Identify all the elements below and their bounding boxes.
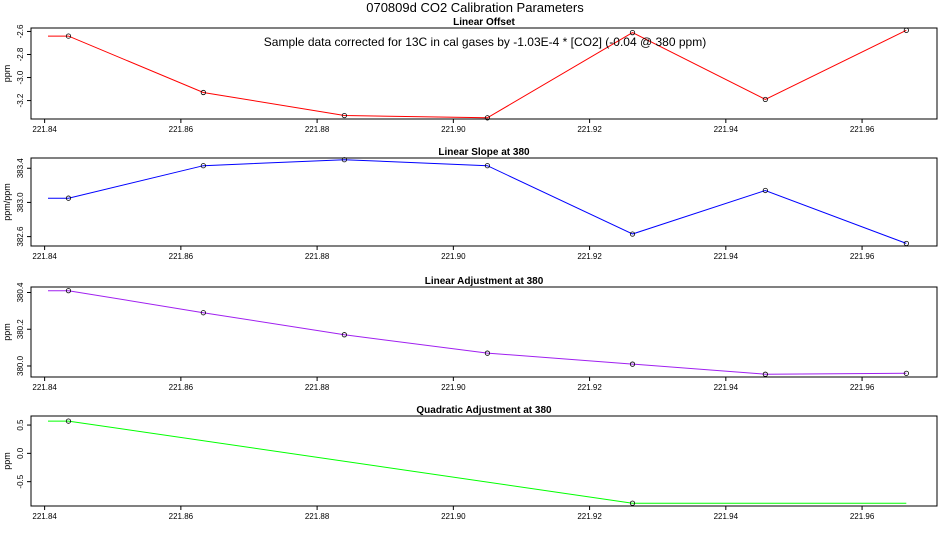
- linear-slope-x-tick-label: 221.92: [577, 252, 602, 261]
- linear-slope-data-point: [200, 163, 206, 169]
- linear-adjustment-x-tick-label: 221.96: [850, 383, 875, 392]
- linear-adjustment-y-tick-label: 380.0: [16, 355, 25, 376]
- linear-offset-data-point: [200, 89, 206, 96]
- linear-adjustment-data-point: [200, 310, 206, 316]
- linear-slope-x-tick-label: 221.90: [441, 252, 466, 261]
- quadratic-adjustment-title: Quadratic Adjustment at 380: [416, 405, 552, 416]
- quadratic-adjustment-x-tick-label: 221.84: [32, 512, 57, 521]
- linear-slope-x-tick-label: 221.84: [32, 252, 57, 261]
- quadratic-adjustment-y-axis-label: ppm: [2, 452, 12, 470]
- linear-offset-x-tick-label: 221.84: [32, 125, 57, 134]
- quadratic-adjustment-data-point: [65, 418, 72, 424]
- linear-offset-data-point: [629, 30, 636, 36]
- linear-adjustment-title: Linear Adjustment at 380: [425, 276, 544, 287]
- linear-offset-x-tick-label: 221.86: [169, 125, 194, 134]
- linear-slope-data-point: [903, 240, 909, 247]
- linear-adjustment-data-point: [629, 361, 636, 367]
- linear-adjustment-x-tick-label: 221.86: [169, 383, 194, 392]
- quadratic-adjustment-x-tick-label: 221.92: [577, 512, 602, 521]
- quadratic-adjustment-x-tick-label: 221.96: [850, 512, 875, 521]
- linear-adjustment-plot-frame: [30, 286, 938, 378]
- linear-slope-x-tick-label: 221.94: [714, 252, 739, 261]
- linear-adjustment-data-point: [65, 288, 72, 294]
- quadratic-adjustment-x-tick-label: 221.86: [169, 512, 194, 521]
- linear-slope-x-tick-label: 221.96: [850, 252, 875, 261]
- quadratic-adjustment-x-tick-label: 221.88: [305, 512, 330, 521]
- linear-offset-x-tick-label: 221.94: [714, 125, 739, 134]
- linear-slope-plot-frame: [30, 157, 938, 247]
- linear-adjustment-panel: Linear Adjustment at 380 221.84 221.86 221.…: [2, 276, 938, 392]
- linear-slope-data-point: [65, 195, 72, 201]
- linear-slope-data-point: [629, 231, 636, 237]
- quadratic-adjustment-y-tick-label: 0.5: [16, 419, 25, 431]
- linear-offset-plot-frame: [30, 27, 938, 120]
- linear-adjustment-data-point: [762, 371, 768, 377]
- linear-offset-y-axis-label: ppm: [2, 65, 12, 83]
- linear-offset-panel: Linear Offset 221.84 221.86 221.88 221.90 221…: [2, 17, 938, 134]
- linear-slope-series-line: [48, 159, 907, 244]
- quadratic-adjustment-y-tick-label: 0.0: [16, 447, 25, 459]
- linear-slope-y-tick-label: 383.0: [16, 192, 25, 213]
- linear-slope-title: Linear Slope at 380: [438, 147, 530, 158]
- linear-adjustment-y-tick-label: 380.4: [16, 282, 25, 303]
- quadratic-adjustment-x-tick-label: 221.94: [714, 512, 739, 521]
- linear-adjustment-series-line: [48, 290, 907, 375]
- linear-slope-y-tick-label: 382.6: [16, 226, 25, 247]
- linear-slope-data-point: [762, 187, 768, 194]
- linear-slope-y-axis-label: ppm/ppm: [2, 183, 12, 221]
- linear-offset-title: Linear Offset: [453, 17, 515, 28]
- quadratic-adjustment-plot-frame: [30, 415, 938, 507]
- linear-adjustment-y-axis-label: ppm: [2, 323, 12, 341]
- quadratic-adjustment-panel: Quadratic Adjustment at 380 221.84 221.86 2…: [2, 405, 938, 521]
- linear-offset-x-tick-label: 221.92: [577, 125, 602, 134]
- linear-slope-x-tick-label: 221.86: [169, 252, 194, 261]
- linear-adjustment-x-tick-label: 221.94: [714, 383, 739, 392]
- linear-offset-y-tick-label: -3.2: [16, 93, 25, 107]
- linear-adjustment-data-point: [341, 332, 347, 338]
- quadratic-adjustment-x-tick-label: 221.90: [441, 512, 466, 521]
- linear-adjustment-x-tick-label: 221.90: [441, 383, 466, 392]
- linear-slope-y-tick-label: 383.4: [16, 158, 25, 179]
- linear-adjustment-x-tick-label: 221.92: [577, 383, 602, 392]
- linear-adjustment-data-point: [484, 350, 491, 356]
- linear-offset-series-line: [48, 29, 907, 119]
- linear-offset-data-point: [484, 115, 491, 121]
- linear-adjustment-x-tick-label: 221.88: [305, 383, 330, 392]
- correction-annotation: Sample data corrected for 13C in cal gas…: [264, 35, 706, 49]
- linear-adjustment-y-tick-label: 380.2: [16, 319, 25, 340]
- linear-slope-data-point: [341, 157, 347, 163]
- figure-title: 070809d CO2 Calibration Parameters: [366, 0, 584, 15]
- linear-slope-data-point: [484, 163, 491, 169]
- linear-offset-x-tick-label: 221.88: [305, 125, 330, 134]
- linear-offset-data-point: [65, 33, 72, 39]
- linear-offset-y-tick-label: -3.0: [16, 70, 25, 84]
- linear-offset-x-tick-label: 221.90: [441, 125, 466, 134]
- linear-adjustment-x-tick-label: 221.84: [32, 383, 57, 392]
- linear-slope-x-tick-label: 221.88: [305, 252, 330, 261]
- linear-offset-y-tick-label: -2.8: [16, 47, 25, 61]
- linear-offset-data-point: [903, 27, 909, 33]
- quadratic-adjustment-series-line: [48, 420, 907, 504]
- linear-adjustment-data-point: [903, 370, 909, 376]
- linear-offset-data-point: [341, 112, 347, 119]
- quadratic-adjustment-y-tick-label: -0.5: [16, 474, 25, 488]
- linear-offset-y-tick-label: -2.6: [16, 24, 25, 38]
- quadratic-adjustment-data-point: [629, 500, 636, 506]
- linear-offset-data-point: [762, 96, 768, 103]
- linear-slope-panel: Linear Slope at 380 221.84 221.86 221.88 221…: [2, 147, 938, 261]
- linear-offset-x-tick-label: 221.96: [850, 125, 875, 134]
